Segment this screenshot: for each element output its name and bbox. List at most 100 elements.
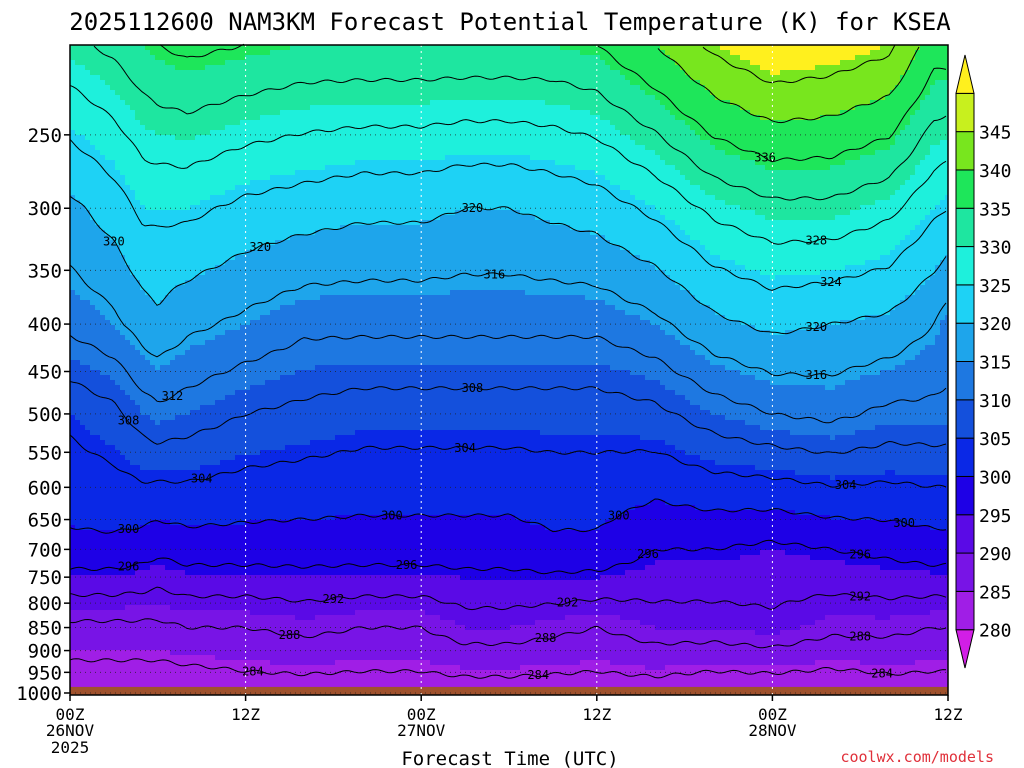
fill-cell: [85, 455, 91, 461]
fill-cell: [145, 380, 151, 386]
fill-cell: [185, 530, 191, 536]
fill-cell: [105, 605, 111, 611]
fill-cell: [170, 375, 176, 381]
fill-cell: [115, 210, 121, 216]
fill-cell: [195, 600, 201, 606]
fill-cell: [205, 600, 211, 606]
fill-cell: [195, 255, 201, 261]
fill-cell: [155, 465, 161, 471]
fill-cell: [165, 545, 171, 551]
fill-cell: [205, 125, 211, 131]
fill-cell: [85, 205, 91, 211]
fill-cell: [240, 80, 246, 86]
fill-cell: [155, 350, 161, 356]
fill-cell: [195, 595, 201, 601]
fill-cell: [200, 390, 206, 396]
fill-cell: [245, 200, 251, 206]
fill-cell: [110, 475, 116, 481]
fill-cell: [75, 590, 81, 596]
fill-cell: [155, 430, 161, 436]
fill-cell: [185, 170, 191, 176]
fill-cell: [190, 425, 196, 431]
fill-cell: [240, 445, 246, 451]
fill-cell: [250, 370, 256, 376]
fill-cell: [90, 220, 96, 226]
fill-cell: [170, 255, 176, 261]
fill-cell: [150, 575, 156, 581]
fill-cell: [90, 265, 96, 271]
fill-cell: [150, 260, 156, 266]
fill-cell: [230, 190, 236, 196]
fill-cell: [125, 185, 131, 191]
fill-cell: [185, 90, 191, 96]
fill-cell: [195, 655, 201, 661]
fill-cell: [180, 145, 186, 151]
fill-cell: [185, 120, 191, 126]
fill-cell: [225, 445, 231, 451]
fill-cell: [90, 540, 96, 546]
fill-cell: [90, 650, 96, 656]
fill-cell: [105, 265, 111, 271]
fill-cell: [225, 95, 231, 101]
fill-cell: [200, 55, 206, 61]
fill-cell: [200, 240, 206, 246]
fill-cell: [130, 120, 136, 126]
fill-cell: [235, 460, 241, 466]
fill-cell: [245, 680, 251, 686]
fill-cell: [80, 425, 86, 431]
fill-cell: [205, 70, 211, 76]
fill-cell: [195, 50, 201, 56]
fill-cell: [170, 305, 176, 311]
fill-cell: [80, 245, 86, 251]
fill-cell: [240, 160, 246, 166]
fill-cell: [190, 680, 196, 686]
fill-cell: [245, 610, 251, 616]
fill-cell: [110, 650, 116, 656]
fill-cell: [95, 470, 101, 476]
fill-cell: [235, 125, 241, 131]
fill-cell: [185, 250, 191, 256]
fill-cell: [250, 585, 256, 591]
fill-cell: [260, 220, 266, 226]
fill-cell: [240, 565, 246, 571]
fill-cell: [155, 535, 161, 541]
fill-cell: [165, 670, 171, 676]
fill-cell: [180, 105, 186, 111]
fill-cell: [150, 425, 156, 431]
fill-cell: [205, 615, 211, 621]
fill-cell: [260, 120, 266, 126]
fill-cell: [220, 600, 226, 606]
fill-cell: [255, 170, 261, 176]
fill-cell: [230, 215, 236, 221]
fill-cell: [240, 560, 246, 566]
fill-cell: [260, 130, 266, 136]
fill-cell: [200, 355, 206, 361]
fill-cell: [245, 490, 251, 496]
fill-cell: [125, 400, 131, 406]
fill-cell: [100, 125, 106, 131]
fill-cell: [240, 365, 246, 371]
fill-cell: [140, 365, 146, 371]
fill-cell: [205, 60, 211, 66]
fill-cell: [255, 505, 261, 511]
fill-cell: [150, 45, 156, 51]
fill-cell: [95, 490, 101, 496]
fill-cell: [110, 45, 116, 51]
fill-cell: [135, 665, 141, 671]
fill-cell: [80, 300, 86, 306]
fill-cell: [100, 435, 106, 441]
fill-cell: [225, 195, 231, 201]
fill-cell: [70, 255, 76, 261]
fill-cell: [255, 215, 261, 221]
fill-cell: [175, 90, 181, 96]
fill-cell: [155, 120, 161, 126]
fill-cell: [115, 175, 121, 181]
fill-cell: [250, 625, 256, 631]
fill-cell: [150, 520, 156, 526]
fill-cell: [95, 570, 101, 576]
fill-cell: [200, 510, 206, 516]
fill-cell: [190, 270, 196, 276]
fill-cell: [90, 275, 96, 281]
fill-cell: [70, 155, 76, 161]
fill-cell: [165, 515, 171, 521]
